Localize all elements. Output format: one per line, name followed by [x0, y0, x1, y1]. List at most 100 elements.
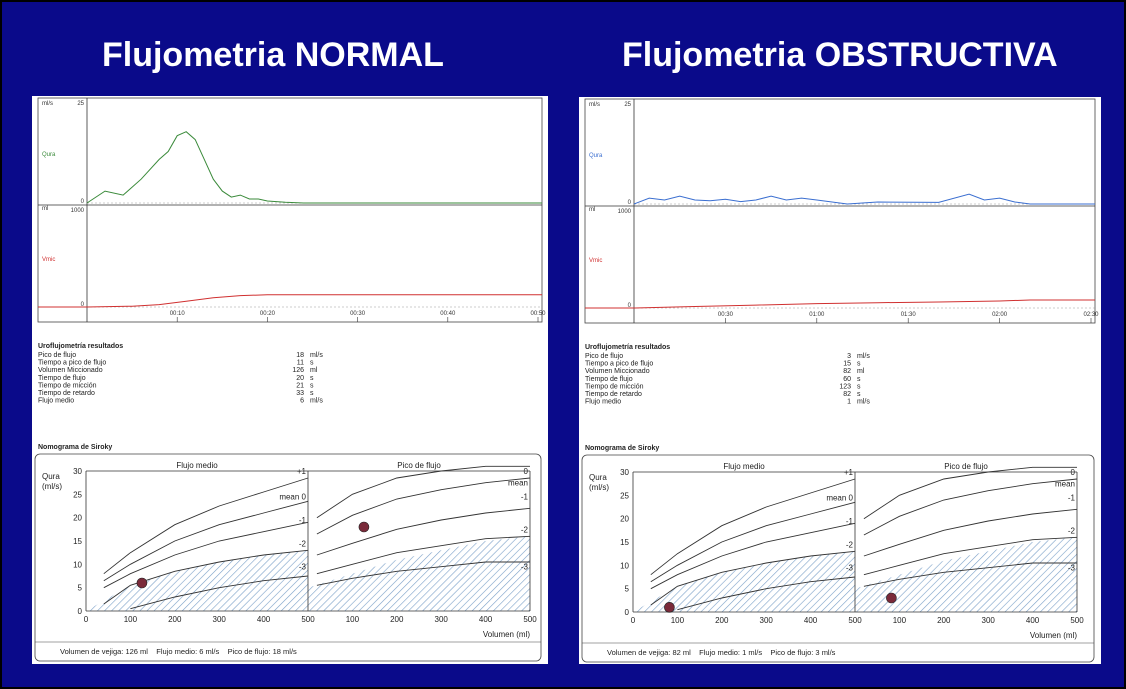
result-unit: ml/s [310, 398, 323, 405]
nomo-x-tick-label: 500 [1070, 616, 1084, 625]
result-value: 82 [843, 368, 851, 375]
nomo-y-tick-label: 0 [625, 608, 630, 617]
nomo-curve-label-2: -2 [1068, 526, 1076, 535]
qura-zero-label: 0 [81, 199, 85, 205]
nomo-curve-label-2: -3 [521, 563, 529, 572]
nomo-x-tick-label: 300 [213, 615, 227, 624]
nomo-curve-2 [863, 478, 1078, 536]
title-normal: Flujometria NORMAL [102, 36, 444, 74]
nomo-y-tick-label: 25 [73, 490, 82, 499]
nomo-x-tick-label: 300 [435, 615, 449, 624]
nomo-curve-2 [316, 465, 530, 519]
nomo-x-tick-label: 400 [479, 615, 493, 624]
nomo-curve-label-2: -2 [521, 525, 529, 534]
vol-unit-label: ml [42, 206, 48, 212]
nomo-curve-2 [316, 561, 530, 586]
nomo-curve-label-1: mean 0 [279, 493, 306, 502]
nomo-x-tick-label: 200 [390, 615, 404, 624]
nomo-sub1-title: Flujo medio [723, 462, 765, 471]
qura-zero-label: 0 [628, 200, 632, 206]
nomo-curve-label-1: mean 0 [826, 494, 853, 503]
nomo-curve-1 [103, 500, 309, 582]
nomo-x-tick-label: 200 [168, 615, 182, 624]
nomo-y-tick-label: 20 [620, 515, 629, 524]
results-title: Uroflujometría resultados [38, 343, 123, 350]
result-value: 3 [847, 353, 851, 360]
nomo-curve-label-1: -2 [846, 540, 854, 549]
nomo-curve-1 [677, 576, 856, 611]
vmic-curve [585, 299, 1096, 309]
result-value: 33 [296, 390, 304, 397]
nomo-y-tick-label: 5 [625, 585, 630, 594]
nomo-x-tick-label: 100 [893, 616, 907, 625]
nomo-curve-1 [103, 477, 309, 575]
nomo-x-tick-label: 400 [1026, 616, 1040, 625]
title-obstructive: Flujometria OBSTRUCTIVA [622, 36, 1058, 74]
nomo-curve-1 [103, 549, 309, 605]
result-label: Volumen Miccionado [38, 367, 103, 374]
report-obstructive: ml/s 25 Qura 0 ml 1000 Vmic 0 00:30 01:00 01:30 02:… [579, 97, 1101, 664]
nomo-curve-label-1: +1 [844, 468, 854, 477]
nomo-y-tick-label: 15 [620, 538, 629, 547]
flow-chart-frame [584, 98, 1096, 324]
qura-curve [86, 131, 542, 204]
nomo-curve-2 [863, 466, 1077, 520]
time-tick-label: 01:30 [901, 312, 917, 318]
nomo-hatch-area-1 [633, 551, 855, 612]
result-unit: s [310, 360, 314, 367]
nomo-y-tick-label: 30 [73, 467, 82, 476]
result-unit: ml [310, 367, 318, 374]
vmic-label: Vmic [42, 257, 55, 263]
result-unit: s [310, 382, 314, 389]
nomo-curve-label-1: -1 [846, 517, 854, 526]
nomo-curve-1 [650, 550, 856, 606]
nomo-x-tick-label: 300 [982, 616, 996, 625]
nomo-curve-label-1: -1 [299, 516, 307, 525]
nomo-curve-label-1: -3 [846, 564, 854, 573]
nomo-curve-1 [130, 575, 309, 610]
time-tick-label: 00:10 [170, 311, 186, 317]
time-tick-label: 00:40 [440, 311, 456, 317]
nomo-curve-1 [103, 521, 309, 589]
result-value: 20 [296, 375, 304, 382]
nomo-curve-2 [316, 507, 531, 556]
qura-unit-label: ml/s [42, 101, 53, 107]
result-value: 18 [296, 352, 304, 359]
nomo-curve-label-1: +1 [297, 467, 307, 476]
result-value: 21 [296, 382, 304, 389]
result-unit: s [857, 376, 861, 383]
nomo-x-tick-label: 100 [124, 615, 138, 624]
nomo-curve-label-2: -1 [521, 493, 529, 502]
nomo-x-tick-label: 0 [84, 615, 89, 624]
time-tick-label: 00:30 [350, 311, 366, 317]
vol-max-label: 1000 [71, 208, 85, 214]
result-label: Tiempo de retardo [585, 391, 642, 398]
nomo-point-flujo-medio [136, 577, 148, 589]
result-label: Flujo medio [38, 398, 74, 405]
nomo-y-unit: (ml/s) [589, 483, 609, 492]
nomo-x-tick-label: 0 [631, 616, 636, 625]
result-unit: ml/s [857, 353, 870, 360]
nomogram-title: Nomograma de Siroky [585, 445, 659, 452]
nomo-sub2-title: Pico de flujo [944, 462, 988, 471]
nomo-footer: Volumen de vejiga: 126 ml Flujo medio: 6… [60, 647, 297, 656]
nomo-y-label: Qura [42, 472, 60, 481]
qura-max-label: 25 [77, 101, 84, 107]
vol-max-label: 1000 [618, 209, 632, 215]
vol-zero-label: 0 [81, 302, 85, 308]
nomogram-frame [34, 453, 542, 662]
nomo-curve-1 [650, 522, 856, 590]
result-label: Tiempo de micción [38, 382, 97, 389]
nomo-y-tick-label: 15 [73, 537, 82, 546]
report-normal: ml/s 25 Qura 0 ml 1000 Vmic 0 00:10 00:20 00:30 00:… [32, 96, 548, 664]
result-value: 60 [843, 376, 851, 383]
nomo-curve-label-2: 0 [524, 467, 529, 476]
nomo-curve-1 [650, 501, 856, 583]
qura-unit-label: ml/s [589, 102, 600, 108]
vmic-curve [38, 294, 543, 308]
nomo-x-label: Volumen (ml) [483, 630, 530, 639]
result-value: 126 [292, 367, 304, 374]
